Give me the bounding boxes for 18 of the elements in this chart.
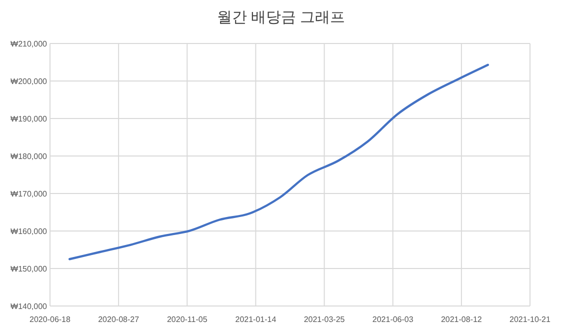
y-tick-label: ₩210,000 bbox=[10, 40, 48, 48]
x-tick-label: 2020-08-27 bbox=[98, 315, 140, 324]
x-tick-label: 2021-01-14 bbox=[235, 315, 277, 324]
y-tick-label: ₩170,000 bbox=[10, 190, 48, 198]
x-tick-label: 2021-03-25 bbox=[304, 315, 346, 324]
x-tick-label: 2021-10-21 bbox=[510, 315, 552, 324]
line-series bbox=[68, 64, 489, 260]
y-tick-label: ₩200,000 bbox=[10, 77, 48, 86]
y-tick-label: ₩160,000 bbox=[10, 227, 48, 236]
x-tick-label: 2020-06-18 bbox=[30, 315, 72, 324]
y-tick-label: ₩180,000 bbox=[10, 152, 48, 161]
x-tick-label: 2021-08-12 bbox=[440, 315, 482, 324]
chart-title: 월간 배당금 그래프 bbox=[216, 9, 346, 26]
x-tick-label: 2021-06-03 bbox=[372, 315, 414, 324]
y-tick-label: ₩150,000 bbox=[10, 264, 48, 274]
y-tick-label: ₩190,000 bbox=[10, 114, 48, 124]
y-tick-label: ₩140,000 bbox=[10, 302, 48, 311]
x-tick-label: 2020-11-05 bbox=[166, 315, 208, 324]
